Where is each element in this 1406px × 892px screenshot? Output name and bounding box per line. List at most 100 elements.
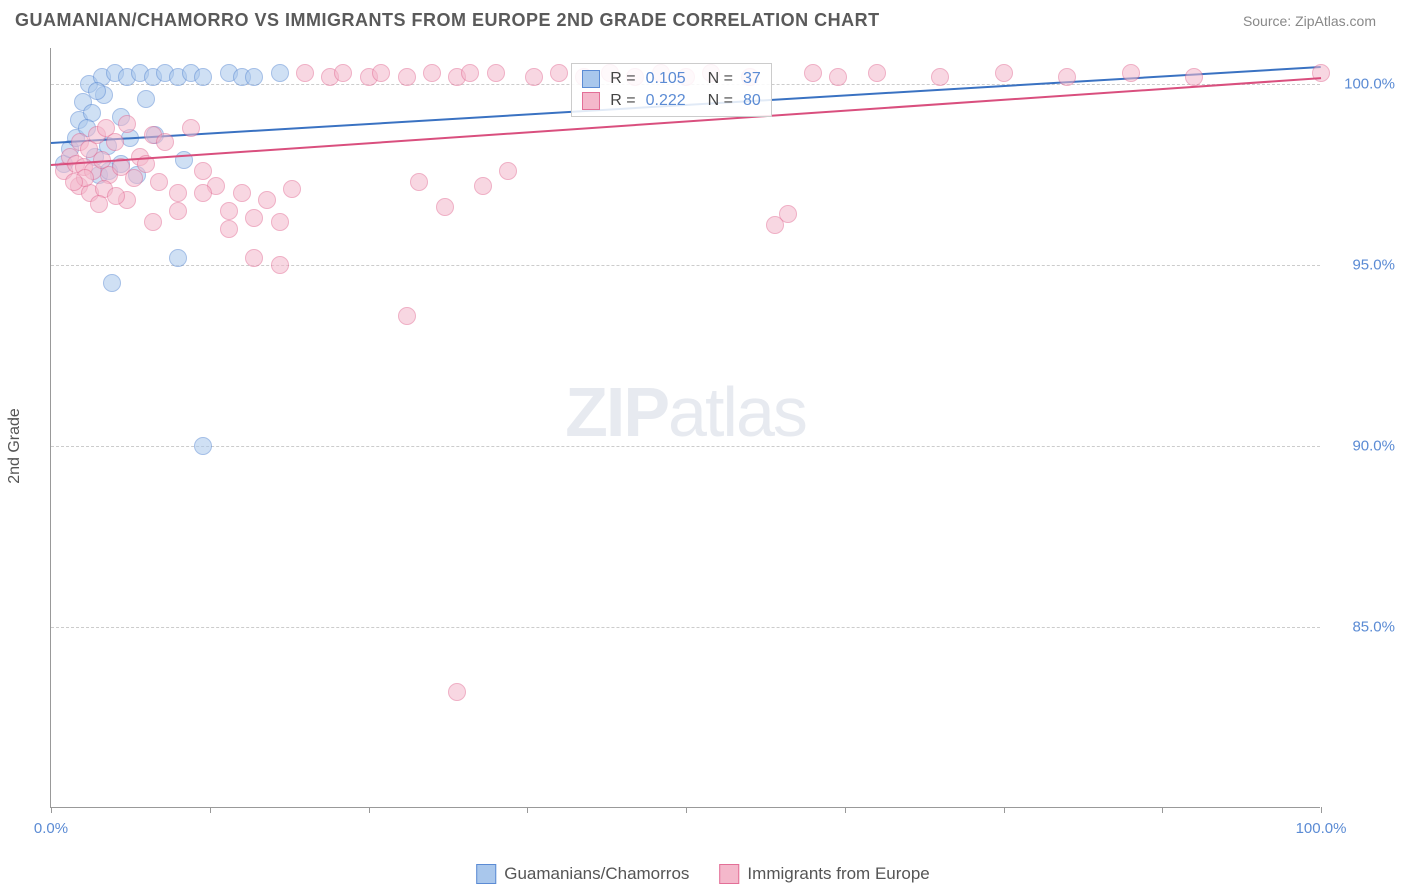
scatter-point xyxy=(372,64,390,82)
scatter-point xyxy=(271,256,289,274)
xtick-label: 100.0% xyxy=(1296,820,1347,837)
xtick xyxy=(1162,807,1163,813)
xtick xyxy=(686,807,687,813)
scatter-point xyxy=(220,220,238,238)
chart-header: GUAMANIAN/CHAMORRO VS IMMIGRANTS FROM EU… xyxy=(0,0,1406,36)
ytick-label: 90.0% xyxy=(1330,438,1395,455)
gridline xyxy=(51,446,1320,447)
stats-n-label: N = xyxy=(708,92,733,110)
gridline xyxy=(51,627,1320,628)
xtick xyxy=(845,807,846,813)
scatter-point xyxy=(220,202,238,220)
scatter-point xyxy=(194,184,212,202)
scatter-point xyxy=(1185,68,1203,86)
watermark-bold: ZIP xyxy=(565,373,668,451)
xtick xyxy=(369,807,370,813)
scatter-point xyxy=(448,683,466,701)
scatter-point xyxy=(258,191,276,209)
stats-swatch xyxy=(582,92,600,110)
scatter-point xyxy=(125,169,143,187)
scatter-point xyxy=(194,437,212,455)
watermark: ZIPatlas xyxy=(565,372,806,452)
legend-item-series1: Guamanians/Chamorros xyxy=(476,864,689,884)
scatter-point xyxy=(829,68,847,86)
legend-swatch-series1 xyxy=(476,864,496,884)
scatter-point xyxy=(1122,64,1140,82)
scatter-point xyxy=(804,64,822,82)
xtick xyxy=(527,807,528,813)
stats-n-value: 37 xyxy=(743,70,761,88)
stats-row: R = 0.105 N = 37 xyxy=(582,68,761,90)
scatter-point xyxy=(118,115,136,133)
legend-swatch-series2 xyxy=(719,864,739,884)
chart-source: Source: ZipAtlas.com xyxy=(1243,13,1376,29)
stats-r-label: R = xyxy=(610,70,635,88)
legend-label-series1: Guamanians/Chamorros xyxy=(504,864,689,884)
stats-r-label: R = xyxy=(610,92,635,110)
scatter-point xyxy=(156,133,174,151)
scatter-point xyxy=(525,68,543,86)
stats-row: R = 0.222 N = 80 xyxy=(582,90,761,112)
scatter-point xyxy=(103,274,121,292)
scatter-point xyxy=(868,64,886,82)
legend-item-series2: Immigrants from Europe xyxy=(719,864,929,884)
scatter-point xyxy=(271,64,289,82)
y-axis-label: 2nd Grade xyxy=(6,408,24,484)
xtick xyxy=(51,807,52,813)
legend-label-series2: Immigrants from Europe xyxy=(747,864,929,884)
scatter-point xyxy=(334,64,352,82)
stats-swatch xyxy=(582,70,600,88)
scatter-point xyxy=(194,68,212,86)
xtick xyxy=(1004,807,1005,813)
scatter-point xyxy=(169,202,187,220)
chart-legend: Guamanians/Chamorros Immigrants from Eur… xyxy=(476,864,930,884)
scatter-point xyxy=(283,180,301,198)
stats-n-value: 80 xyxy=(743,92,761,110)
watermark-light: atlas xyxy=(668,373,806,451)
stats-r-value: 0.222 xyxy=(646,92,686,110)
scatter-point xyxy=(779,205,797,223)
ytick-label: 85.0% xyxy=(1330,619,1395,636)
scatter-point xyxy=(931,68,949,86)
scatter-point xyxy=(169,184,187,202)
stats-r-value: 0.105 xyxy=(646,70,686,88)
scatter-point xyxy=(271,213,289,231)
scatter-point xyxy=(106,133,124,151)
scatter-point xyxy=(995,64,1013,82)
chart-plot-area: ZIPatlas 85.0%90.0%95.0%100.0%0.0%100.0%… xyxy=(50,48,1320,808)
stats-n-label: N = xyxy=(708,70,733,88)
scatter-point xyxy=(88,82,106,100)
scatter-point xyxy=(245,209,263,227)
scatter-point xyxy=(107,187,125,205)
scatter-point xyxy=(245,249,263,267)
stats-box: R = 0.105 N = 37 R = 0.222 N = 80 xyxy=(571,63,772,117)
scatter-point xyxy=(487,64,505,82)
gridline xyxy=(51,265,1320,266)
scatter-point xyxy=(474,177,492,195)
scatter-point xyxy=(182,119,200,137)
scatter-point xyxy=(90,195,108,213)
scatter-point xyxy=(398,68,416,86)
scatter-point xyxy=(461,64,479,82)
scatter-point xyxy=(233,184,251,202)
scatter-point xyxy=(65,173,83,191)
scatter-point xyxy=(550,64,568,82)
scatter-point xyxy=(410,173,428,191)
scatter-point xyxy=(169,249,187,267)
scatter-point xyxy=(1312,64,1330,82)
scatter-point xyxy=(150,173,168,191)
scatter-point xyxy=(137,90,155,108)
ytick-label: 100.0% xyxy=(1330,76,1395,93)
xtick xyxy=(1321,807,1322,813)
xtick-label: 0.0% xyxy=(34,820,68,837)
scatter-point xyxy=(499,162,517,180)
scatter-point xyxy=(296,64,314,82)
scatter-point xyxy=(436,198,454,216)
xtick xyxy=(210,807,211,813)
scatter-point xyxy=(144,213,162,231)
scatter-point xyxy=(423,64,441,82)
chart-title: GUAMANIAN/CHAMORRO VS IMMIGRANTS FROM EU… xyxy=(15,10,880,31)
scatter-point xyxy=(245,68,263,86)
scatter-point xyxy=(398,307,416,325)
ytick-label: 95.0% xyxy=(1330,257,1395,274)
